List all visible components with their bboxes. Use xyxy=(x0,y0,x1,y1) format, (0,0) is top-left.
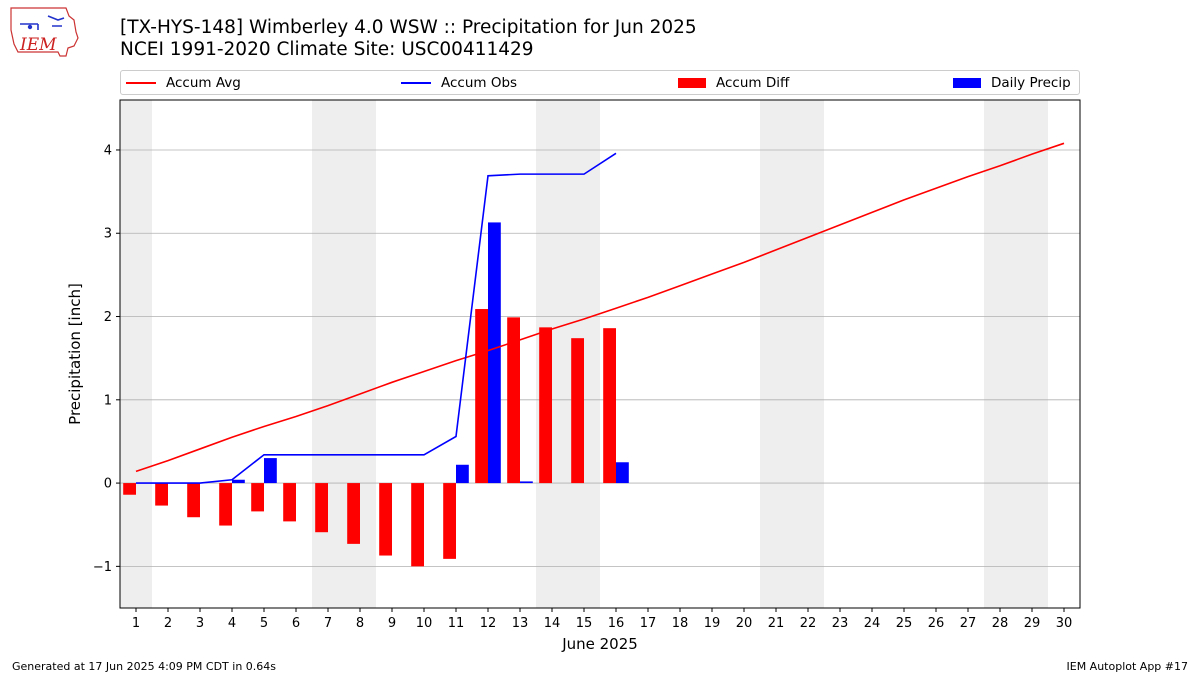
legend-swatch-daily-precip xyxy=(953,78,981,88)
xtick-label-1: 1 xyxy=(132,616,140,631)
xtick-label-22: 22 xyxy=(800,616,817,631)
xtick-label-23: 23 xyxy=(832,616,849,631)
accum-obs-line xyxy=(136,152,617,484)
legend-item-accum-obs: Accum Obs xyxy=(401,74,517,92)
plot-frame xyxy=(119,99,1081,609)
xtick-label-16: 16 xyxy=(608,616,625,631)
iem-logo-text: IEM xyxy=(19,35,57,55)
xtick-label-19: 19 xyxy=(704,616,721,631)
ytick-label--1: −1 xyxy=(93,560,112,575)
accum-diff-bar-day-16 xyxy=(603,328,616,484)
accum-diff-bar-day-2 xyxy=(155,483,168,506)
ytick-label-2: 2 xyxy=(104,310,112,325)
legend-item-accum-avg: Accum Avg xyxy=(126,74,241,92)
daily-precip-bar-day-4 xyxy=(232,479,245,484)
accum-diff-bar-day-8 xyxy=(347,483,360,544)
accum-diff-bar-day-6 xyxy=(283,483,296,522)
xtick-label-9: 9 xyxy=(388,616,396,631)
xtick-label-28: 28 xyxy=(992,616,1009,631)
xtick-label-2: 2 xyxy=(164,616,172,631)
legend-label-daily-precip: Daily Precip xyxy=(991,75,1071,91)
autoplot-app-id: IEM Autoplot App #17 xyxy=(1066,660,1189,673)
ytick-label-4: 4 xyxy=(104,143,112,158)
legend: Accum Avg Accum Obs Accum Diff Daily Pre… xyxy=(120,70,1080,95)
xtick-label-11: 11 xyxy=(448,616,465,631)
xtick-label-30: 30 xyxy=(1056,616,1073,631)
xtick-label-14: 14 xyxy=(544,616,561,631)
ytick-label-0: 0 xyxy=(104,477,112,492)
xtick-label-3: 3 xyxy=(196,616,204,631)
chart-title: [TX-HYS-148] Wimberley 4.0 WSW :: Precip… xyxy=(120,17,697,38)
legend-label-accum-obs: Accum Obs xyxy=(441,75,518,91)
xtick-label-17: 17 xyxy=(640,616,657,631)
xtick-label-7: 7 xyxy=(324,616,332,631)
xtick-label-29: 29 xyxy=(1024,616,1041,631)
generated-timestamp: Generated at 17 Jun 2025 4:09 PM CDT in … xyxy=(12,660,277,673)
accum-diff-bar-day-11 xyxy=(443,483,456,559)
xtick-label-21: 21 xyxy=(768,616,785,631)
xtick-label-25: 25 xyxy=(896,616,913,631)
legend-item-accum-diff: Accum Diff xyxy=(678,74,789,92)
xtick-label-8: 8 xyxy=(356,616,364,631)
accum-diff-bar-day-10 xyxy=(411,483,424,567)
xtick-label-15: 15 xyxy=(576,616,593,631)
accum-avg-line xyxy=(135,142,1065,473)
xtick-label-6: 6 xyxy=(292,616,300,631)
daily-precip-bar-day-13 xyxy=(520,481,533,484)
xtick-label-10: 10 xyxy=(416,616,433,631)
xtick-label-26: 26 xyxy=(928,616,945,631)
accum-diff-bar-day-13 xyxy=(507,317,520,484)
y-axis-label: Precipitation [inch] xyxy=(66,283,84,425)
xtick-label-27: 27 xyxy=(960,616,977,631)
iem-logo: IEM xyxy=(10,7,79,57)
xtick-label-4: 4 xyxy=(228,616,236,631)
xtick-label-20: 20 xyxy=(736,616,753,631)
accum-diff-bar-day-15 xyxy=(571,338,584,484)
ytick-label-1: 1 xyxy=(104,393,112,408)
legend-label-accum-avg: Accum Avg xyxy=(166,75,241,91)
daily-precip-bar-day-16 xyxy=(616,462,629,484)
xtick-label-24: 24 xyxy=(864,616,881,631)
weekend-shade-0 xyxy=(120,100,152,608)
accum-diff-bar-day-3 xyxy=(187,483,200,518)
legend-item-daily-precip: Daily Precip xyxy=(953,74,1071,92)
x-axis-label: June 2025 xyxy=(561,635,638,653)
chart-subtitle: NCEI 1991-2020 Climate Site: USC00411429 xyxy=(120,39,534,60)
accum-diff-bar-day-4 xyxy=(219,483,232,526)
weekend-shade-4 xyxy=(984,100,1048,608)
accum-diff-bar-day-1 xyxy=(123,483,136,495)
xtick-label-13: 13 xyxy=(512,616,529,631)
xtick-label-18: 18 xyxy=(672,616,689,631)
legend-swatch-accum-obs xyxy=(401,82,431,84)
legend-label-accum-diff: Accum Diff xyxy=(716,75,790,91)
accum-diff-bar-day-5 xyxy=(251,483,264,512)
accum-diff-bar-day-7 xyxy=(315,483,328,533)
legend-swatch-accum-avg xyxy=(126,82,156,84)
daily-precip-bar-day-12 xyxy=(488,222,501,484)
ytick-label-3: 3 xyxy=(104,227,112,242)
accum-diff-bar-day-14 xyxy=(539,327,552,484)
xtick-label-12: 12 xyxy=(480,616,497,631)
daily-precip-bar-day-11 xyxy=(456,464,469,484)
daily-precip-bar-day-5 xyxy=(264,458,277,484)
weekend-shade-3 xyxy=(760,100,824,608)
accum-diff-bar-day-9 xyxy=(379,483,392,556)
legend-swatch-accum-diff xyxy=(678,78,706,88)
accum-diff-bar-day-12 xyxy=(475,309,488,484)
xtick-label-5: 5 xyxy=(260,616,268,631)
